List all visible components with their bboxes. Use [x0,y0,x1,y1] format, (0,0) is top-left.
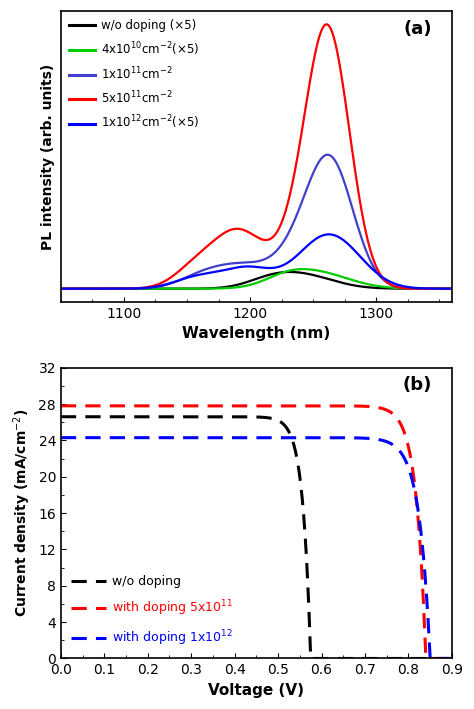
Y-axis label: PL intensity (arb. units): PL intensity (arb. units) [41,63,55,250]
X-axis label: Wavelength (nm): Wavelength (nm) [182,326,330,341]
Text: (a): (a) [404,20,432,38]
Legend: w/o doping (×5), 4x10$^{10}$cm$^{-2}$(×5), 1x10$^{11}$cm$^{-2}$, 5x10$^{11}$cm$^: w/o doping (×5), 4x10$^{10}$cm$^{-2}$(×5… [67,17,202,134]
Legend: w/o doping, with doping 5x10$^{11}$, with doping 1x10$^{12}$: w/o doping, with doping 5x10$^{11}$, wit… [67,571,237,652]
Text: (b): (b) [403,376,432,394]
X-axis label: Voltage (V): Voltage (V) [209,683,304,698]
Y-axis label: Current density (mA/cm$^{-2}$): Current density (mA/cm$^{-2}$) [11,409,33,618]
